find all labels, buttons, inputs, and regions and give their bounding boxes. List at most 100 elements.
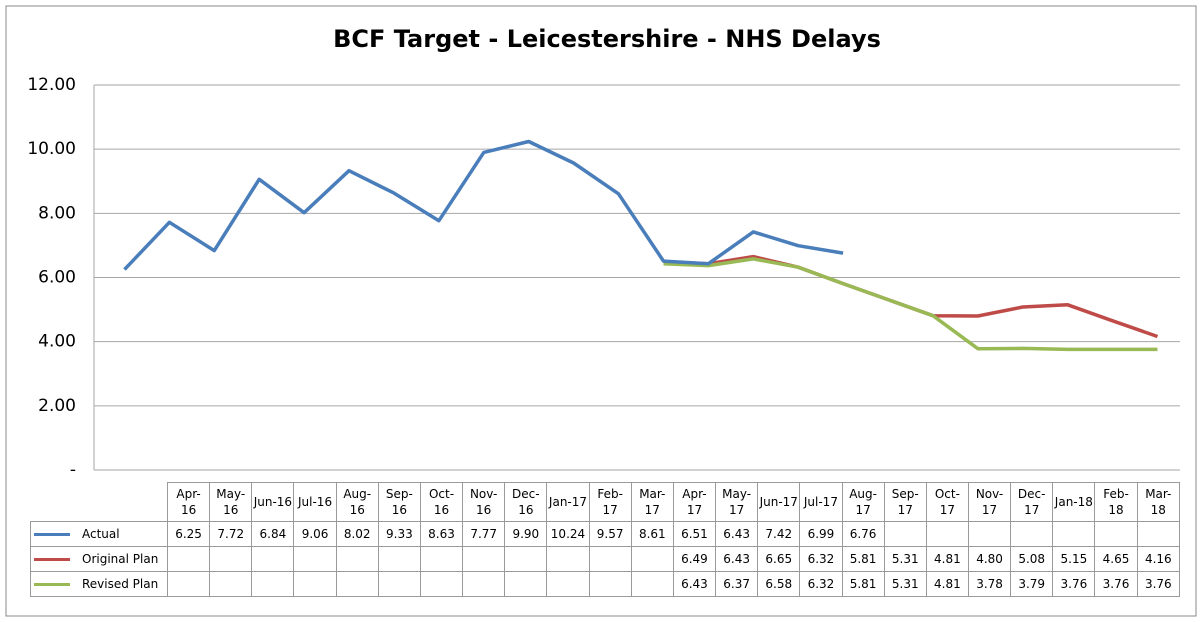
data-cell (377, 546, 421, 572)
data-cell (546, 571, 590, 597)
data-cell: 6.32 (799, 546, 843, 572)
legend-key (34, 558, 70, 561)
value-label: 5.15 (1060, 552, 1088, 566)
legend-label: Original Plan (82, 552, 159, 566)
value-label: 8.63 (428, 527, 455, 541)
value-label: 5.31 (891, 552, 919, 566)
data-cell: 4.16 (1136, 546, 1181, 572)
category-label: Aug-17 (841, 482, 885, 522)
series-row: Actual 6.25 7.72 6.84 9.06 8.02 9.33 8.63 7.77 9.… (30, 521, 1181, 547)
value-label: 3.76 (1144, 577, 1172, 591)
data-cell (1136, 521, 1181, 547)
value-label: 6.43 (723, 527, 750, 541)
value-label: 6.32 (807, 577, 835, 591)
legend-label: Revised Plan (82, 577, 159, 591)
y-tick-label: - (70, 460, 76, 480)
category-label: Oct-17 (925, 482, 969, 522)
value-label: 10.24 (550, 527, 586, 541)
value-label: 5.31 (891, 577, 919, 591)
legend-key (34, 583, 70, 586)
series-line (123, 139, 844, 271)
value-label: 6.84 (259, 527, 287, 541)
value-label: 3.79 (1018, 577, 1046, 591)
value-label: 6.32 (807, 552, 835, 566)
data-cell (1052, 521, 1096, 547)
value-label: 7.72 (217, 527, 245, 541)
data-cell (462, 571, 506, 597)
data-cell (504, 571, 548, 597)
data-cell: 5.08 (1010, 546, 1054, 572)
series-row: Revised Plan 6.43 6.37 6.58 6.32 5.81 5.31 4.81… (30, 571, 1181, 597)
data-cell: 5.81 (841, 546, 885, 572)
value-label: 3.76 (1060, 577, 1088, 591)
data-cell (630, 571, 674, 597)
value-label: 9.90 (512, 527, 540, 541)
category-label: Feb-18 (1094, 482, 1138, 522)
category-label: Nov-16 (462, 482, 506, 522)
value-label: 4.80 (976, 552, 1003, 566)
category-label: Dec-17 (1010, 482, 1054, 522)
value-label: 5.08 (1018, 552, 1046, 566)
legend-label: Actual (82, 527, 120, 541)
data-cell: 5.81 (841, 571, 885, 597)
data-cell (504, 546, 548, 572)
category-label: Apr-16 (166, 482, 211, 522)
value-label: 4.81 (934, 552, 961, 566)
y-tick-label: 4.00 (38, 332, 76, 352)
data-cell: 6.65 (757, 546, 801, 572)
data-cell (209, 546, 253, 572)
data-cell: 5.31 (883, 546, 927, 572)
value-label: 3.76 (1102, 577, 1130, 591)
data-cell: 9.90 (504, 521, 548, 547)
data-cell (251, 571, 295, 597)
data-cell (209, 571, 253, 597)
legend-entry: Revised Plan (30, 571, 168, 597)
data-cell: 6.25 (166, 521, 211, 547)
data-cell: 6.51 (672, 521, 717, 547)
data-cell: 9.06 (293, 521, 337, 547)
data-cell (166, 571, 211, 597)
data-cell (630, 546, 674, 572)
category-label: Sep-16 (377, 482, 421, 522)
value-label: 6.25 (175, 527, 202, 541)
value-label: 4.65 (1102, 552, 1130, 566)
header-row: Apr-16 May-16 Jun-16 Jul-16 Aug-16 Sep-16 Oct-… (30, 482, 1181, 522)
data-cell: 8.61 (630, 521, 674, 547)
data-cell (1010, 521, 1054, 547)
category-label: Mar-18 (1136, 482, 1181, 522)
data-cell: 3.76 (1052, 571, 1096, 597)
data-cell (335, 546, 379, 572)
category-label: Nov-17 (967, 482, 1012, 522)
data-cell: 6.58 (757, 571, 801, 597)
data-table: Apr-16 May-16 Jun-16 Jul-16 Aug-16 Sep-16 Oct-… (30, 482, 1181, 597)
data-cell: 7.42 (757, 521, 801, 547)
data-cell: 6.43 (672, 571, 717, 597)
value-label: 3.78 (976, 577, 1003, 591)
value-label: 5.81 (849, 552, 877, 566)
data-cell (377, 571, 421, 597)
value-label: 5.81 (849, 577, 877, 591)
category-label: Aug-16 (335, 482, 379, 522)
data-cell (419, 546, 464, 572)
y-tick-label: 6.00 (38, 268, 76, 288)
data-cell: 6.84 (251, 521, 295, 547)
data-cell (588, 571, 632, 597)
value-label: 6.43 (681, 577, 708, 591)
data-cell (462, 546, 506, 572)
value-label: 6.51 (681, 527, 708, 541)
category-label: Jul-17 (799, 482, 843, 522)
legend-entry: Original Plan (30, 546, 168, 572)
value-label: 7.77 (470, 527, 498, 541)
data-cell (335, 571, 379, 597)
category-label: Feb-17 (588, 482, 632, 522)
value-label: 6.58 (765, 577, 793, 591)
data-cell: 6.99 (799, 521, 843, 547)
value-label: 6.37 (723, 577, 750, 591)
y-tick-label: 8.00 (38, 203, 76, 223)
value-label: 6.43 (723, 552, 750, 566)
data-cell: 3.79 (1010, 571, 1054, 597)
data-cell: 6.37 (715, 571, 759, 597)
data-cell: 4.81 (925, 571, 969, 597)
data-cell: 4.80 (967, 546, 1012, 572)
value-label: 4.16 (1144, 552, 1172, 566)
